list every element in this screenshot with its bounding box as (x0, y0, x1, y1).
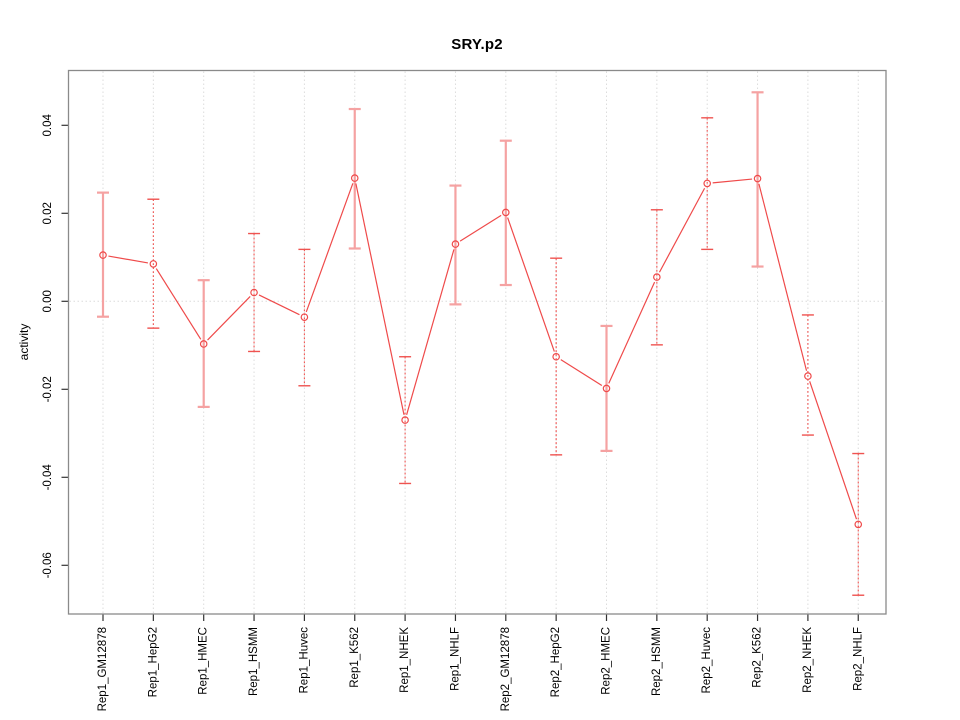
series-line-segment (155, 268, 202, 340)
x-tick-label: Rep1_HSMM (248, 627, 260, 696)
data-point (350, 174, 359, 182)
data-point (854, 520, 863, 529)
chart-title: SRY.p2 (451, 36, 503, 53)
data-point (552, 352, 560, 361)
x-tick-label: Rep1_NHEK (399, 627, 411, 693)
x-tick-label: Rep2_NHEK (802, 627, 814, 693)
x-tick-label: Rep2_HSMM (651, 627, 663, 696)
series-line-segment (608, 281, 656, 384)
x-tick-label: Rep1_Huvec (298, 627, 310, 694)
series-line-segment (355, 183, 405, 415)
y-tick-label: -0.02 (42, 376, 54, 402)
y-tick-label: -0.04 (42, 464, 54, 491)
data-point (804, 372, 812, 380)
x-tick-label: Rep1_NHLF (449, 627, 461, 691)
x-tick-label: Rep2_GM12878 (500, 627, 512, 711)
x-tick-label: Rep1_HepG2 (147, 627, 159, 697)
series-line-segment (258, 294, 300, 316)
data-point (753, 174, 762, 183)
series-line-segment (758, 183, 808, 371)
series-line-segment (207, 296, 251, 341)
plot-box-border (67, 69, 887, 615)
series-line-segment (560, 359, 603, 386)
data-point (401, 416, 409, 424)
y-axis-title: activity (17, 323, 31, 361)
data-point (451, 240, 460, 248)
x-tick-label: Rep2_K562 (752, 627, 764, 688)
x-tick-label: Rep2_Huvec (701, 627, 713, 694)
series-line-segment (507, 217, 555, 352)
y-tick-label: 0.00 (42, 290, 54, 312)
data-point (300, 313, 309, 321)
series-line-segment (658, 187, 706, 273)
data-point (703, 179, 712, 188)
data-point (99, 251, 107, 259)
data-point (149, 260, 158, 268)
series-line-segment (108, 255, 149, 264)
data-point (501, 208, 510, 217)
x-tick-label: Rep2_HepG2 (550, 627, 562, 697)
y-tick-label: 0.04 (42, 114, 54, 137)
series-line-segment (305, 183, 354, 313)
series-line-segment (712, 178, 753, 184)
x-tick-label: Rep1_HMEC (198, 627, 210, 695)
x-tick-label: Rep2_HMEC (601, 627, 613, 695)
x-tick-label: Rep1_K562 (349, 627, 361, 688)
data-point (199, 340, 208, 348)
data-point (602, 384, 611, 393)
x-tick-label: Rep1_GM12878 (97, 627, 109, 711)
x-tick-label: Rep2_NHLF (852, 627, 864, 691)
series-line-segment (406, 249, 455, 415)
series-line-segment (809, 381, 858, 520)
data-point (250, 288, 258, 297)
y-tick-label: 0.02 (42, 202, 54, 224)
y-tick-label: -0.06 (42, 552, 54, 578)
data-point (653, 273, 661, 281)
series-line-segment (459, 214, 502, 242)
